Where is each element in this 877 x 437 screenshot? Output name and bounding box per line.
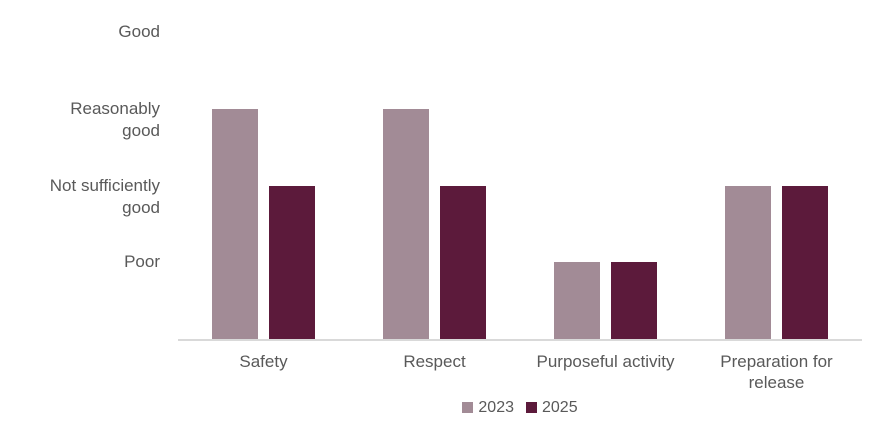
y-axis: Good Reasonably good Not sufficiently good… <box>0 0 160 437</box>
legend-swatch-icon <box>462 402 474 413</box>
bar-respect-2023 <box>383 108 429 339</box>
legend: 2023 2025 <box>178 398 862 417</box>
legend-swatch-icon <box>526 402 537 413</box>
x-axis-label-safety: Safety <box>239 352 288 371</box>
y-axis-label-reasonably-good: Reasonably good <box>70 98 160 140</box>
bar-group-respect <box>349 32 520 339</box>
bar-safety-2023 <box>212 108 258 339</box>
legend-item-2025: 2025 <box>526 398 578 417</box>
bar-group-preparation-for-release <box>691 32 862 339</box>
y-axis-label-good: Good <box>118 22 160 41</box>
bar-group-purposeful-activity <box>520 32 691 339</box>
legend-item-2023: 2023 <box>462 398 514 417</box>
y-axis-label-poor: Poor <box>124 252 160 272</box>
bar-respect-2025 <box>440 185 486 339</box>
bar-purposeful-activity-2023 <box>554 262 600 339</box>
x-axis-label-respect: Respect <box>403 352 466 371</box>
legend-label: 2023 <box>478 399 514 416</box>
plot-area <box>178 32 862 341</box>
bar-purposeful-activity-2025 <box>611 262 657 339</box>
y-axis-label-not-sufficiently-good: Not sufficiently good <box>49 175 160 217</box>
x-axis-label-preparation-for-release: Preparation for release <box>720 352 833 392</box>
bar-group-safety <box>178 32 349 339</box>
legend-label: 2025 <box>542 399 578 416</box>
x-axis-label-purposeful-activity: Purposeful activity <box>536 352 675 371</box>
bar-preparation-for-release-2023 <box>725 185 771 339</box>
bar-preparation-for-release-2025 <box>782 185 828 339</box>
bar-safety-2025 <box>269 185 315 339</box>
